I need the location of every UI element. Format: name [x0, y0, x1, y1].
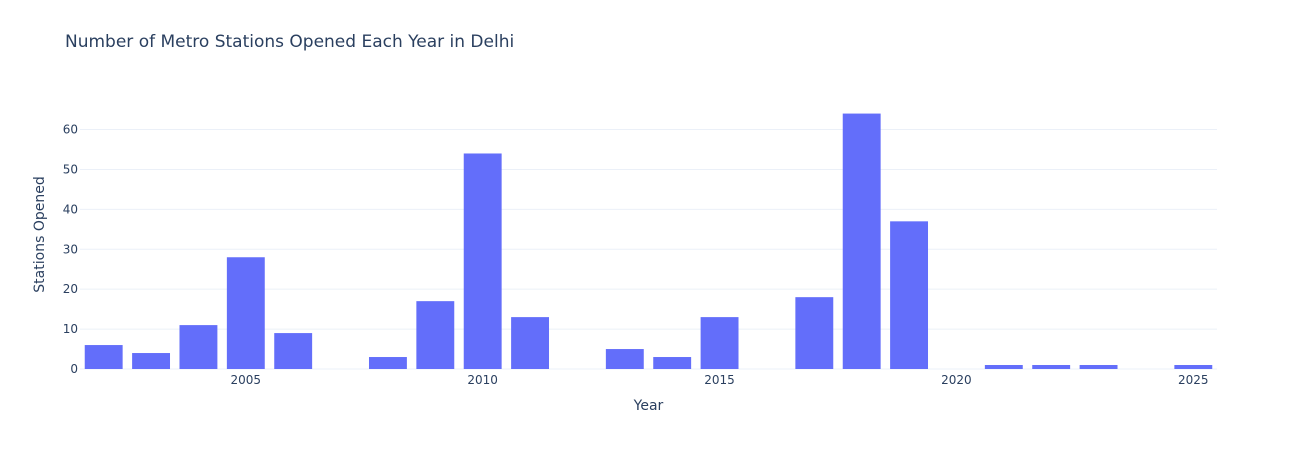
bar[interactable] [1174, 365, 1213, 369]
bar[interactable] [1032, 365, 1071, 369]
bar[interactable] [1079, 365, 1118, 369]
bar[interactable] [890, 221, 929, 369]
x-tick-label: 2025 [1178, 373, 1209, 387]
y-axis-title: Stations Opened [32, 176, 48, 292]
x-tick-label: 2020 [941, 373, 972, 387]
x-tick-label: 2010 [467, 373, 498, 387]
x-tick-label: 2005 [231, 373, 262, 387]
x-tick-label: 2015 [704, 373, 735, 387]
bar[interactable] [179, 325, 218, 369]
bar[interactable] [84, 345, 123, 369]
y-tick-label: 60 [63, 123, 78, 137]
bar[interactable] [226, 257, 265, 369]
chart-title: Number of Metro Stations Opened Each Yea… [65, 32, 515, 52]
bar[interactable] [368, 357, 407, 369]
bar[interactable] [700, 317, 739, 369]
y-tick-label: 30 [63, 242, 78, 256]
gridlines [80, 129, 1217, 370]
bar[interactable] [274, 333, 313, 369]
y-tick-label: 10 [63, 322, 78, 336]
bar[interactable] [463, 153, 502, 369]
bar[interactable] [511, 317, 550, 369]
y-tick-label: 40 [63, 202, 78, 216]
bar[interactable] [416, 301, 455, 369]
y-tick-label: 50 [63, 162, 78, 176]
bar[interactable] [984, 365, 1023, 369]
x-axis-ticks: 2005 2010 2015 2020 2025 [231, 373, 1209, 387]
y-axis-ticks: 0 10 20 30 40 50 60 [63, 123, 78, 376]
bar[interactable] [795, 297, 834, 369]
y-tick-label: 0 [70, 362, 78, 376]
bars [84, 113, 1213, 369]
bar[interactable] [653, 357, 692, 369]
bar[interactable] [605, 349, 644, 369]
bar[interactable] [842, 113, 881, 369]
x-axis-title: Year [633, 398, 664, 414]
y-tick-label: 20 [63, 282, 78, 296]
bar[interactable] [132, 353, 171, 369]
